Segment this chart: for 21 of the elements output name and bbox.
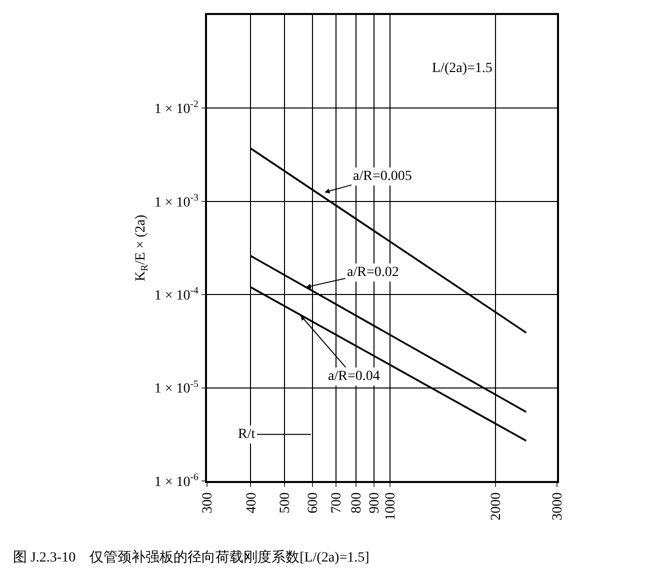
x-tick-label: 1000 bbox=[384, 492, 399, 520]
x-tick-label: 300 bbox=[200, 492, 216, 514]
annotation: L/(2a)=1.5 bbox=[432, 61, 492, 76]
y-tick-label: 1 × 10$^{-2}$ bbox=[154, 99, 199, 118]
y-tick-label: 1 × 10$^{-5}$ bbox=[154, 378, 199, 397]
text: 图 J.2.3-10 仅管颈补强板的径向荷载刚度系数[L/(2a)=1.5] bbox=[12, 550, 370, 566]
x-tick-label: 2000 bbox=[488, 492, 504, 520]
annotation: a/R=0.005 bbox=[353, 169, 412, 184]
x-tick-label: 600 bbox=[306, 492, 321, 514]
annotation: a/R=0.02 bbox=[347, 265, 399, 280]
x-tick-label: 3000 bbox=[550, 492, 566, 520]
annotation: a/R=0.04 bbox=[328, 369, 380, 384]
y-tick-label: 1 × 10$^{-4}$ bbox=[154, 286, 199, 304]
annotation: R/t bbox=[238, 427, 256, 442]
x-tick-label: 800 bbox=[350, 492, 365, 514]
x-tick-label: 500 bbox=[278, 492, 294, 514]
x-tick-label: 700 bbox=[329, 492, 344, 514]
y-tick-label: 1 × 10$^{-3}$ bbox=[154, 192, 199, 210]
x-tick-label: 400 bbox=[244, 492, 260, 514]
x-tick-label: 900 bbox=[368, 492, 383, 514]
y-tick-label: 1 × 10$^{-6}$ bbox=[154, 472, 199, 490]
